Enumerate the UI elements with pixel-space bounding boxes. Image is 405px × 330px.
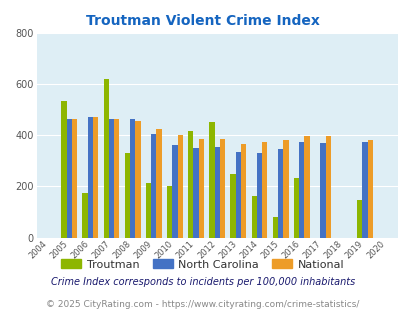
Bar: [325, 136, 330, 238]
Bar: [103, 79, 109, 238]
Bar: [87, 116, 93, 238]
Bar: [130, 119, 135, 238]
Bar: [145, 182, 151, 238]
Bar: [230, 174, 235, 238]
Bar: [82, 193, 87, 238]
Bar: [61, 101, 66, 238]
Bar: [220, 139, 225, 238]
Legend: Troutman, North Carolina, National: Troutman, North Carolina, National: [57, 255, 348, 274]
Bar: [66, 119, 72, 238]
Bar: [166, 186, 172, 238]
Bar: [293, 178, 298, 238]
Bar: [72, 119, 77, 238]
Bar: [272, 217, 277, 238]
Bar: [241, 144, 246, 238]
Bar: [109, 119, 114, 238]
Bar: [93, 116, 98, 238]
Bar: [114, 119, 119, 238]
Bar: [193, 148, 198, 238]
Bar: [135, 121, 140, 238]
Bar: [256, 153, 262, 238]
Bar: [367, 141, 372, 238]
Bar: [177, 135, 182, 238]
Bar: [362, 142, 367, 238]
Text: © 2025 CityRating.com - https://www.cityrating.com/crime-statistics/: © 2025 CityRating.com - https://www.city…: [46, 300, 359, 309]
Bar: [156, 129, 161, 238]
Bar: [124, 153, 130, 238]
Bar: [251, 196, 256, 238]
Bar: [356, 200, 362, 238]
Bar: [188, 131, 193, 238]
Bar: [198, 139, 203, 238]
Bar: [277, 149, 283, 238]
Text: Troutman Violent Crime Index: Troutman Violent Crime Index: [86, 15, 319, 28]
Bar: [214, 147, 220, 238]
Bar: [151, 134, 156, 238]
Bar: [283, 140, 288, 238]
Bar: [209, 122, 214, 238]
Bar: [235, 152, 241, 238]
Bar: [320, 144, 325, 238]
Bar: [304, 136, 309, 238]
Bar: [262, 142, 267, 238]
Bar: [298, 143, 304, 238]
Text: Crime Index corresponds to incidents per 100,000 inhabitants: Crime Index corresponds to incidents per…: [51, 278, 354, 287]
Bar: [172, 145, 177, 238]
